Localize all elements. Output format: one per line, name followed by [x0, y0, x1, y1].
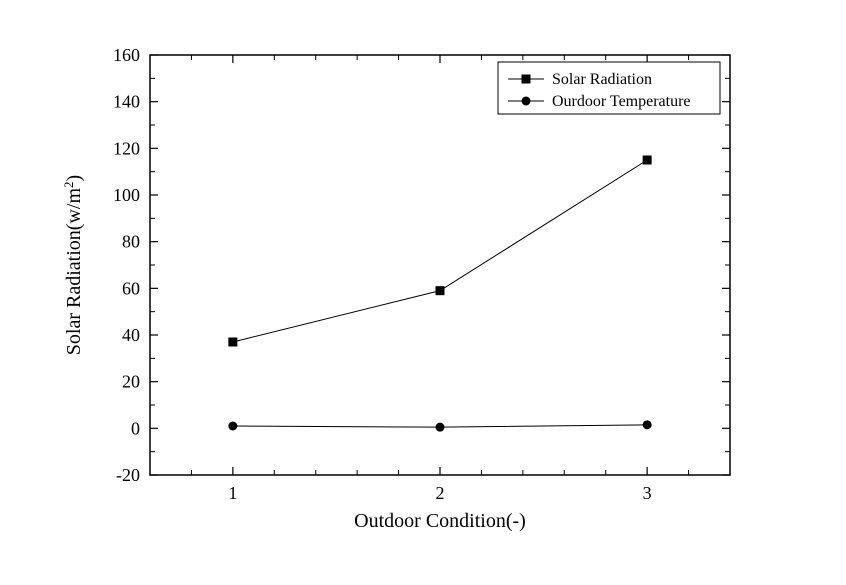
y-tick-label: 40 [122, 325, 140, 345]
x-axis-label: Outdoor Condition(-) [354, 510, 526, 532]
y-tick-label: 0 [131, 418, 140, 438]
solar-radiation-chart: 1 2 3 -20 0 20 40 60 80 100 120 140 160 Outdoor Condi… [0, 0, 846, 585]
y-tick-label: 80 [122, 232, 140, 252]
y-tick-label: 100 [113, 185, 140, 205]
circle-marker-icon [643, 420, 652, 429]
legend: Solar Radiation Ourdoor Temperature [498, 62, 720, 114]
legend-label: Ourdoor Temperature [552, 93, 691, 110]
circle-marker-icon [436, 423, 445, 432]
chart-svg: 1 2 3 -20 0 20 40 60 80 100 120 140 160 Outdoor Condi… [0, 0, 846, 585]
y-axis-label: Solar Radiation(w/m2) [61, 175, 86, 355]
square-marker-icon [436, 286, 445, 295]
square-marker-icon [522, 75, 531, 84]
x-tick-label: 3 [643, 483, 652, 503]
x-tick-label: 1 [228, 483, 237, 503]
y-tick-label: 140 [113, 92, 140, 112]
circle-marker-icon [522, 97, 531, 106]
y-tick-label: 20 [122, 372, 140, 392]
y-tick-label: -20 [116, 465, 140, 485]
legend-label: Solar Radiation [552, 71, 652, 88]
x-tick-label: 2 [436, 483, 445, 503]
y-tick-label: 160 [113, 45, 140, 65]
circle-marker-icon [228, 422, 237, 431]
square-marker-icon [228, 338, 237, 347]
y-tick-label: 60 [122, 278, 140, 298]
y-tick-label: 120 [113, 138, 140, 158]
square-marker-icon [643, 156, 652, 165]
